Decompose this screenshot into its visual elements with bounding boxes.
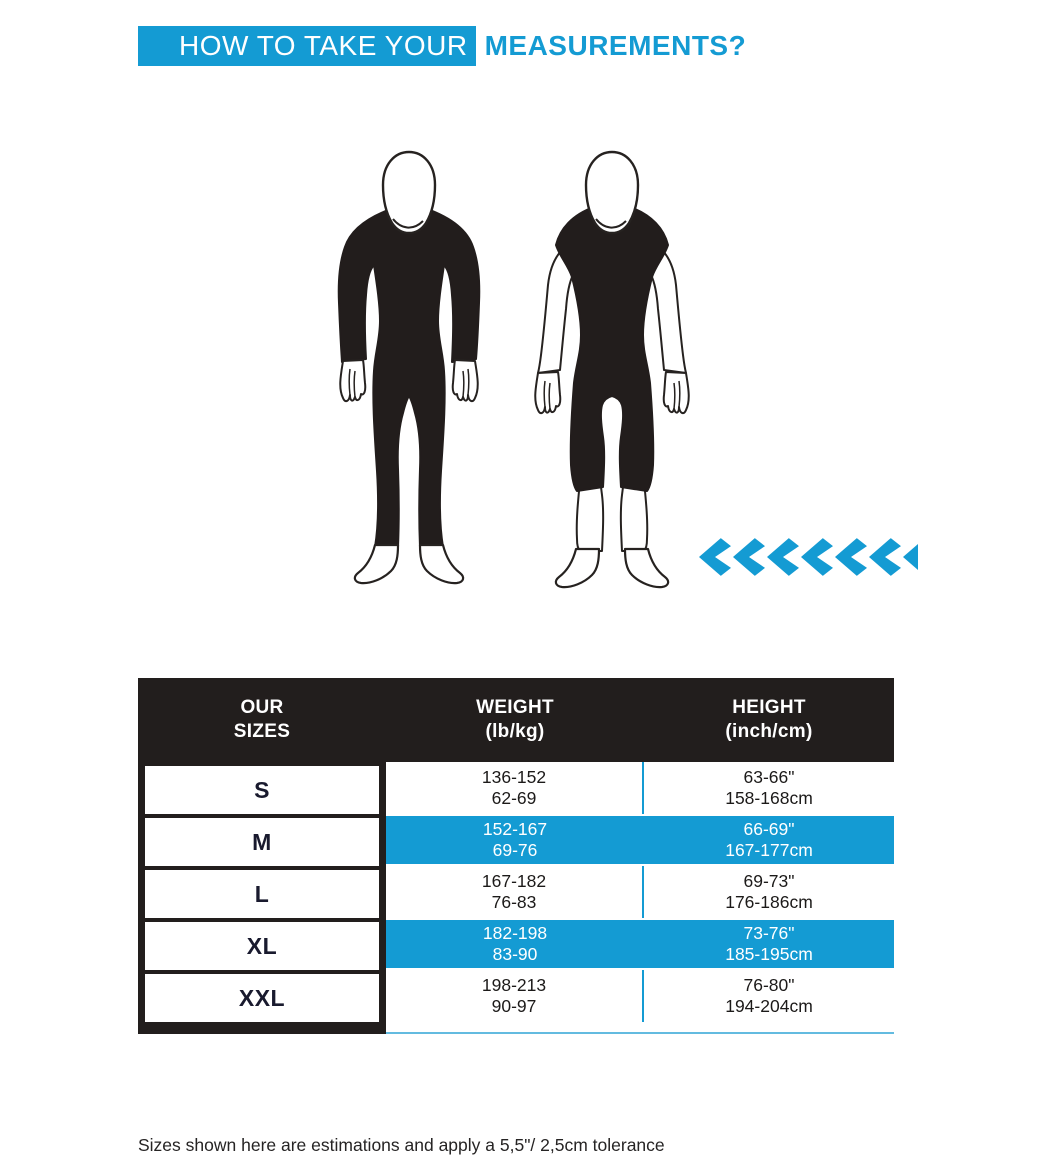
weight-kg: 83-90: [492, 944, 538, 964]
height-inch: 66-69": [743, 819, 795, 839]
weight-lb: 167-182: [481, 871, 547, 891]
header-line: HEIGHT: [732, 697, 806, 718]
weight-kg: 76-83: [491, 892, 537, 912]
height-cell: 76-80" 194-204cm: [644, 970, 894, 1022]
page-title: HOW TO TAKE YOUR MEASUREMENTS?: [138, 26, 746, 66]
height-cm: 176-186cm: [725, 892, 813, 912]
chevron-left-icon: [801, 538, 833, 576]
table-row: 152-167 69-76 66-69" 167-177cm: [386, 814, 894, 866]
weight-kg: 90-97: [491, 996, 537, 1016]
table-row: 136-152 62-69 63-66" 158-168cm: [386, 762, 894, 814]
header-line: WEIGHT: [476, 697, 554, 718]
size-label-m: M: [145, 814, 379, 866]
weight-cell: 167-182 76-83: [386, 866, 644, 918]
size-label-xl: XL: [145, 918, 379, 970]
chevron-left-icon: [699, 538, 731, 576]
header-line: (inch/cm): [725, 721, 813, 742]
weight-cell: 152-167 69-76: [386, 816, 644, 864]
height-inch: 76-80": [743, 975, 795, 995]
full-wetsuit-figure-icon: [337, 150, 481, 585]
table-row: 167-182 76-83 69-73" 176-186cm: [386, 866, 894, 918]
weight-lb: 136-152: [481, 767, 547, 787]
height-inch: 63-66": [743, 767, 795, 787]
table-header-row: OUR SIZES WEIGHT (lb/kg) HEIGHT (inch/cm…: [138, 678, 894, 762]
height-cell: 66-69" 167-177cm: [644, 816, 894, 864]
height-inch: 69-73": [743, 871, 795, 891]
chevron-left-icon: [869, 538, 901, 576]
size-label-l: L: [145, 866, 379, 918]
table-row: 198-213 90-97 76-80" 194-204cm: [386, 970, 894, 1022]
shorty-wetsuit-figure-icon: [534, 150, 690, 589]
title-highlight: HOW TO TAKE YOUR: [138, 26, 476, 66]
chevron-left-icon: [903, 544, 918, 570]
table-body: S M L XL XXL 136-152 62-69 63-66" 158-16…: [138, 762, 894, 1034]
height-cm: 167-177cm: [725, 840, 813, 860]
size-label-s: S: [254, 776, 270, 803]
weight-cell: 182-198 83-90: [386, 920, 644, 968]
left-chevrons-icon: [699, 530, 918, 584]
title-accent: MEASUREMENTS?: [484, 30, 747, 61]
column-header-sizes: OUR SIZES: [138, 678, 386, 762]
weight-lb: 198-213: [481, 975, 547, 995]
header-line: OUR: [240, 697, 284, 718]
sizes-column: S M L XL XXL: [138, 762, 386, 1034]
tolerance-footnote: Sizes shown here are estimations and app…: [138, 1135, 665, 1155]
column-header-weight: WEIGHT (lb/kg): [386, 678, 644, 762]
header-line: (lb/kg): [485, 721, 545, 742]
weight-cell: 198-213 90-97: [386, 970, 644, 1022]
chevron-left-icon: [835, 538, 867, 576]
weight-kg: 69-76: [492, 840, 538, 860]
measurements-columns: 136-152 62-69 63-66" 158-168cm 152-167 6…: [386, 762, 894, 1034]
height-inch: 73-76": [743, 923, 795, 943]
weight-lb: 152-167: [482, 819, 548, 839]
size-label-xxl: XXL: [145, 970, 379, 1022]
height-cell: 73-76" 185-195cm: [644, 920, 894, 968]
table-row: 182-198 83-90 73-76" 185-195cm: [386, 918, 894, 970]
height-cm: 185-195cm: [725, 944, 813, 964]
height-cell: 63-66" 158-168cm: [644, 762, 894, 814]
height-cm: 194-204cm: [725, 996, 813, 1016]
size-chart-table: OUR SIZES WEIGHT (lb/kg) HEIGHT (inch/cm…: [138, 678, 894, 1034]
header-line: SIZES: [233, 721, 291, 742]
weight-kg: 62-69: [491, 788, 537, 808]
chevron-left-icon: [767, 538, 799, 576]
height-cm: 158-168cm: [725, 788, 813, 808]
column-header-height: HEIGHT (inch/cm): [644, 678, 894, 762]
weight-cell: 136-152 62-69: [386, 762, 644, 814]
height-cell: 69-73" 176-186cm: [644, 866, 894, 918]
weight-lb: 182-198: [482, 923, 548, 943]
chevron-left-icon: [733, 538, 765, 576]
